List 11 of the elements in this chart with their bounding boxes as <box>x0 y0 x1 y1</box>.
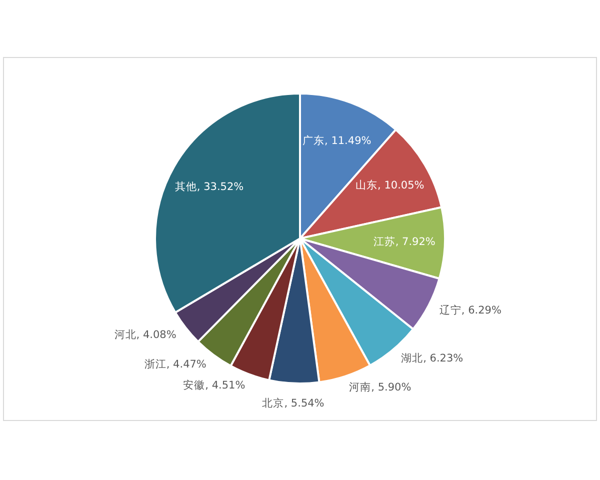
slice-label: 北京, 5.54% <box>262 396 324 410</box>
slice-label: 河北, 4.08% <box>114 328 176 342</box>
slice-label: 河南, 5.90% <box>349 380 412 394</box>
slice-label: 湖北, 6.23% <box>401 352 464 365</box>
slice-label: 广东, 11.49% <box>302 134 372 147</box>
slice-label: 其他, 33.52% <box>174 180 244 193</box>
slice-label: 辽宁, 6.29% <box>439 304 502 317</box>
slice-label: 浙江, 4.47% <box>144 358 206 371</box>
slice-label: 江苏, 7.92% <box>373 234 436 248</box>
slice-label: 安徽, 4.51% <box>183 378 246 392</box>
slice-label: 山东, 10.05% <box>356 178 424 192</box>
